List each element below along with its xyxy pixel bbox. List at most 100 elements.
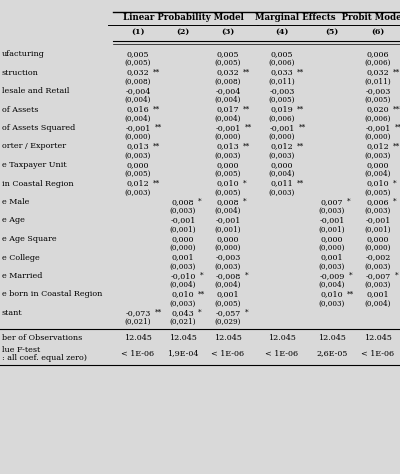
Text: 12.045: 12.045 xyxy=(268,334,296,341)
Text: -0,004: -0,004 xyxy=(125,87,151,95)
Text: -0,004: -0,004 xyxy=(215,87,241,95)
Text: e College: e College xyxy=(2,254,40,262)
Text: : all coef. equal zero): : all coef. equal zero) xyxy=(2,355,87,363)
Text: (0,003): (0,003) xyxy=(365,152,391,159)
Text: e born in Coastal Region: e born in Coastal Region xyxy=(2,291,102,299)
Text: 0,000: 0,000 xyxy=(127,161,149,169)
Text: (0,000): (0,000) xyxy=(215,244,241,252)
Text: < 1E-06: < 1E-06 xyxy=(362,349,394,357)
Text: -0,073: -0,073 xyxy=(125,309,151,317)
Text: orter / Exporter: orter / Exporter xyxy=(2,143,66,151)
Text: (0,001): (0,001) xyxy=(170,226,196,234)
Text: (0,003): (0,003) xyxy=(269,152,295,159)
Text: (0,029): (0,029) xyxy=(215,318,241,326)
Text: **: ** xyxy=(297,143,304,151)
Text: -0,003: -0,003 xyxy=(269,87,295,95)
Text: (0,005): (0,005) xyxy=(125,59,151,67)
Text: (1): (1) xyxy=(131,28,145,36)
Text: (4): (4) xyxy=(275,28,289,36)
Text: *: * xyxy=(198,198,202,206)
Text: 0,010: 0,010 xyxy=(321,291,343,299)
Text: (3): (3) xyxy=(221,28,235,36)
Text: (0,005): (0,005) xyxy=(215,59,241,67)
Text: (0,006): (0,006) xyxy=(269,59,295,67)
Text: *: * xyxy=(243,198,247,206)
Text: **: ** xyxy=(347,291,354,299)
Text: **: ** xyxy=(299,124,306,132)
Text: *: * xyxy=(200,272,204,280)
Text: **: ** xyxy=(198,291,205,299)
Text: in Coastal Region: in Coastal Region xyxy=(2,180,74,188)
Text: 12.045: 12.045 xyxy=(169,334,197,341)
Text: -0,007: -0,007 xyxy=(365,272,391,280)
Text: (0,000): (0,000) xyxy=(319,244,345,252)
Text: -0,001: -0,001 xyxy=(215,124,241,132)
Text: (0,003): (0,003) xyxy=(215,263,241,271)
Text: struction: struction xyxy=(2,69,39,76)
Text: e Age: e Age xyxy=(2,217,25,225)
Text: *: * xyxy=(245,272,249,280)
Text: **: ** xyxy=(153,180,160,188)
Text: 0,005: 0,005 xyxy=(217,50,239,58)
Text: (0,001): (0,001) xyxy=(319,226,345,234)
Text: (0,003): (0,003) xyxy=(170,207,196,215)
Text: 0,000: 0,000 xyxy=(172,235,194,243)
Text: (0,004): (0,004) xyxy=(365,170,391,178)
Text: 0,006: 0,006 xyxy=(367,198,389,206)
Text: (0,004): (0,004) xyxy=(215,115,241,122)
Text: 0,032: 0,032 xyxy=(127,69,149,76)
Text: < 1E-06: < 1E-06 xyxy=(266,349,298,357)
Text: (0,003): (0,003) xyxy=(319,263,345,271)
Text: (0,004): (0,004) xyxy=(170,281,196,289)
Text: (0,003): (0,003) xyxy=(319,207,345,215)
Text: (0,003): (0,003) xyxy=(170,263,196,271)
Text: Marginal Effects  Probit Model: Marginal Effects Probit Model xyxy=(255,13,400,22)
Text: 0,001: 0,001 xyxy=(172,254,194,262)
Text: (0,021): (0,021) xyxy=(170,318,196,326)
Text: 0,043: 0,043 xyxy=(172,309,194,317)
Text: (0,000): (0,000) xyxy=(365,244,391,252)
Text: 0,000: 0,000 xyxy=(367,235,389,243)
Text: 0,016: 0,016 xyxy=(127,106,149,113)
Text: 12.045: 12.045 xyxy=(214,334,242,341)
Text: (0,004): (0,004) xyxy=(215,281,241,289)
Text: (0,000): (0,000) xyxy=(125,133,151,141)
Text: *: * xyxy=(245,309,249,317)
Text: (0,003): (0,003) xyxy=(215,152,241,159)
Text: 0,008: 0,008 xyxy=(172,198,194,206)
Text: **: ** xyxy=(243,106,250,113)
Text: 0,012: 0,012 xyxy=(367,143,389,151)
Text: *: * xyxy=(198,309,202,317)
Text: (0,021): (0,021) xyxy=(125,318,151,326)
Text: 0,032: 0,032 xyxy=(217,69,239,76)
Text: (0,003): (0,003) xyxy=(125,189,151,197)
Text: -0,003: -0,003 xyxy=(215,254,241,262)
Text: Linear Probability Model: Linear Probability Model xyxy=(122,13,244,22)
Text: (0,000): (0,000) xyxy=(215,133,241,141)
Text: -0,001: -0,001 xyxy=(365,124,391,132)
Text: of Assets Squared: of Assets Squared xyxy=(2,124,75,132)
Text: 0,010: 0,010 xyxy=(172,291,194,299)
Text: (0,005): (0,005) xyxy=(269,96,295,104)
Text: (0,004): (0,004) xyxy=(125,96,151,104)
Text: **: ** xyxy=(297,106,304,113)
Text: **: ** xyxy=(155,124,162,132)
Text: 12.045: 12.045 xyxy=(318,334,346,341)
Text: 0,001: 0,001 xyxy=(217,291,239,299)
Text: 0,011: 0,011 xyxy=(271,180,293,188)
Text: (0,004): (0,004) xyxy=(125,115,151,122)
Text: (0,003): (0,003) xyxy=(319,300,345,308)
Text: -0,010: -0,010 xyxy=(170,272,196,280)
Text: 0,005: 0,005 xyxy=(127,50,149,58)
Text: 0,001: 0,001 xyxy=(321,254,343,262)
Text: (0,006): (0,006) xyxy=(365,59,391,67)
Text: -0,009: -0,009 xyxy=(319,272,345,280)
Text: 0,000: 0,000 xyxy=(321,235,343,243)
Text: *: * xyxy=(243,180,247,188)
Text: *: * xyxy=(347,198,351,206)
Text: (0,005): (0,005) xyxy=(365,189,391,197)
Text: **: ** xyxy=(153,106,160,113)
Text: 0,013: 0,013 xyxy=(127,143,149,151)
Text: -0,003: -0,003 xyxy=(365,87,391,95)
Text: (0,005): (0,005) xyxy=(215,170,241,178)
